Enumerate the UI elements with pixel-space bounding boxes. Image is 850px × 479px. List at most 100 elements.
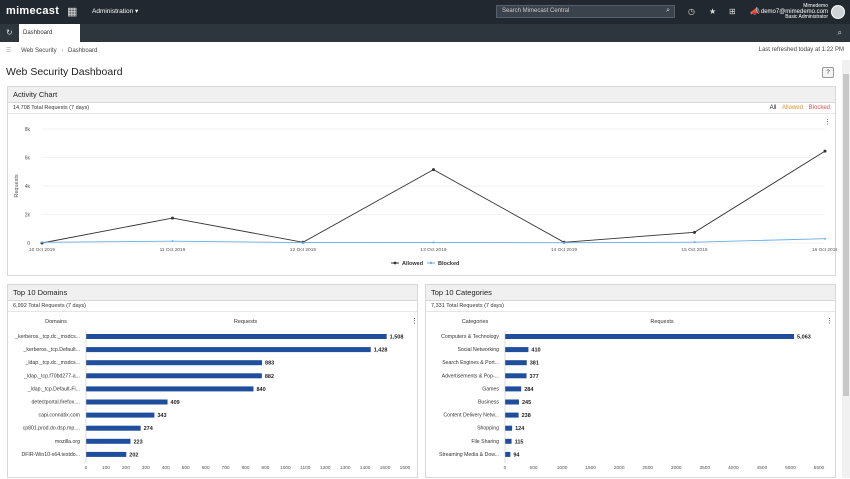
activity-line-chart: 0 2k 4k 6k 8k Requests 10 Oct 2019 11 Oct 2019 1…	[14, 127, 837, 267]
apps-grid-icon[interactable]: ▦	[67, 6, 78, 18]
page-scrollbar[interactable]	[842, 60, 850, 478]
search-tab-icon[interactable]: ⌕	[837, 28, 842, 37]
x-tick-label: 100	[102, 465, 110, 471]
column-header-name: Domains	[45, 319, 67, 325]
user-info[interactable]: Mimedemo demo7@mimedemo.com Basic Admini…	[761, 3, 828, 21]
menu-icon[interactable]: ☰	[6, 48, 12, 54]
bar-category-label: detectportal.firefox....	[32, 400, 80, 406]
grid-icon[interactable]: ⊞	[729, 7, 736, 16]
search-placeholder: Search Mimecast Central	[502, 8, 570, 14]
x-tick-label: 15 Oct 2019	[681, 247, 707, 253]
bar-value-label: 377	[530, 374, 539, 380]
bar-category-label: mozilla.org	[55, 439, 80, 445]
bar-value-label: 245	[522, 400, 531, 406]
bar	[505, 347, 529, 353]
bar	[505, 373, 527, 379]
x-tick-label: 4000	[728, 465, 739, 471]
bar-category-label: Content Delivery Netw...	[443, 413, 499, 419]
x-tick-label: 10 Oct 2019	[29, 247, 55, 253]
data-point-blocked	[824, 237, 826, 240]
bar	[505, 438, 512, 444]
data-point-allowed	[171, 216, 174, 220]
x-tick-label: 1500	[585, 465, 596, 471]
x-tick-label: 1000	[557, 465, 568, 471]
refresh-icon[interactable]: ↻	[6, 28, 13, 37]
bar-category-label: _ldap._tcp.Default-Fi...	[27, 386, 80, 392]
help-button[interactable]: ?	[822, 67, 834, 78]
bar	[86, 425, 141, 431]
domains-panel: Top 10 Domains 6,992 Total Requests (7 d…	[7, 284, 418, 478]
y-tick-label: 2k	[25, 213, 31, 219]
administration-menu[interactable]: Administration ▾	[92, 8, 139, 15]
history-icon[interactable]: ◷	[688, 7, 695, 16]
bar	[505, 360, 527, 366]
breadcrumb-web-security[interactable]: Web Security	[21, 48, 57, 54]
categories-panel: Top 10 Categories 7,331 Total Requests (…	[425, 284, 836, 478]
filter-blocked[interactable]: Blocked	[808, 105, 830, 111]
x-tick-label: 0	[85, 465, 88, 471]
activity-panel: Activity Chart 14,708 Total Requests (7 …	[7, 86, 837, 276]
user-role: Basic Administrator	[785, 14, 828, 20]
scrollbar-thumb[interactable]	[843, 74, 849, 396]
activity-title: Activity Chart	[8, 87, 835, 103]
bar	[505, 425, 513, 431]
filter-all[interactable]: All	[769, 105, 777, 111]
tab-dashboard[interactable]: Dashboard	[19, 24, 80, 42]
domains-options-icon[interactable]: ⋮	[411, 318, 418, 325]
bar-value-label: 223	[133, 439, 142, 445]
breadcrumb-separator: ›	[61, 48, 64, 54]
bar-category-label: _kerberos._tcp.Default...	[22, 347, 80, 353]
x-tick-label: 900	[261, 465, 269, 471]
data-point-blocked	[432, 241, 435, 244]
search-input[interactable]: Search Mimecast Central ⌕	[496, 5, 675, 18]
x-tick-label: 14 Oct 2019	[551, 247, 577, 253]
bar-value-label: 410	[531, 348, 540, 354]
x-tick-label: 1200	[320, 465, 331, 471]
announcement-icon[interactable]: 📣	[750, 7, 760, 16]
x-tick-label: 4500	[757, 465, 768, 471]
domains-title: Top 10 Domains	[8, 285, 417, 301]
search-icon[interactable]: ⌕	[666, 7, 670, 14]
breadcrumb-dashboard: Dashboard	[67, 48, 98, 54]
filter-allowed[interactable]: Allowed	[781, 105, 803, 111]
bar	[86, 412, 155, 418]
bar-category-label: capi.connatix.com	[38, 413, 80, 419]
bar-value-label: 284	[524, 387, 534, 393]
avatar[interactable]	[831, 5, 845, 19]
bar-value-label: 343	[157, 413, 166, 419]
bar	[86, 386, 254, 392]
bar	[505, 334, 795, 339]
mimecast-logo[interactable]: mimecast	[6, 5, 60, 17]
x-tick-label: 3000	[671, 465, 682, 471]
y-tick-label: 4k	[25, 184, 31, 190]
bar-value-label: 238	[522, 413, 531, 419]
categories-bar-chart: Categories Requests Computers & Technology…	[439, 319, 825, 471]
x-tick-label: 1300	[340, 465, 351, 471]
bar	[86, 373, 262, 379]
activity-total: 14,708 Total Requests (7 days)	[8, 103, 835, 114]
data-point-blocked	[563, 241, 565, 244]
bar-value-label: 882	[265, 374, 274, 380]
bar-category-label: _kerberos._tcp.dc._msdcs...	[14, 334, 80, 340]
top-bar: mimecast ▦ Administration ▾ Search Mimec…	[0, 0, 850, 24]
data-point-allowed	[693, 230, 696, 234]
x-tick-label: 800	[241, 465, 249, 471]
activity-options-icon[interactable]: ⋮	[824, 119, 831, 126]
categories-total: 7,331 Total Requests (7 days)	[426, 301, 835, 312]
data-point-blocked	[171, 240, 174, 243]
bar-value-label: 381	[530, 361, 539, 367]
x-tick-label: 1400	[360, 465, 371, 471]
star-icon[interactable]: ★	[709, 7, 717, 16]
bar-value-label: 409	[171, 400, 180, 406]
x-tick-label: 1000	[280, 465, 291, 471]
bar-category-label: Advertisements & Pop-...	[442, 373, 499, 379]
legend-blocked-marker	[429, 261, 433, 265]
bar	[505, 386, 522, 392]
x-tick-label: 1100	[300, 465, 311, 471]
y-tick-label: 0	[27, 241, 30, 247]
bar-value-label: 1,428	[374, 348, 388, 354]
y-axis-label: Requests	[14, 174, 20, 197]
categories-options-icon[interactable]: ⋮	[826, 318, 833, 325]
x-tick-label: 2000	[614, 465, 625, 471]
user-org: Mimedemo	[803, 3, 828, 9]
